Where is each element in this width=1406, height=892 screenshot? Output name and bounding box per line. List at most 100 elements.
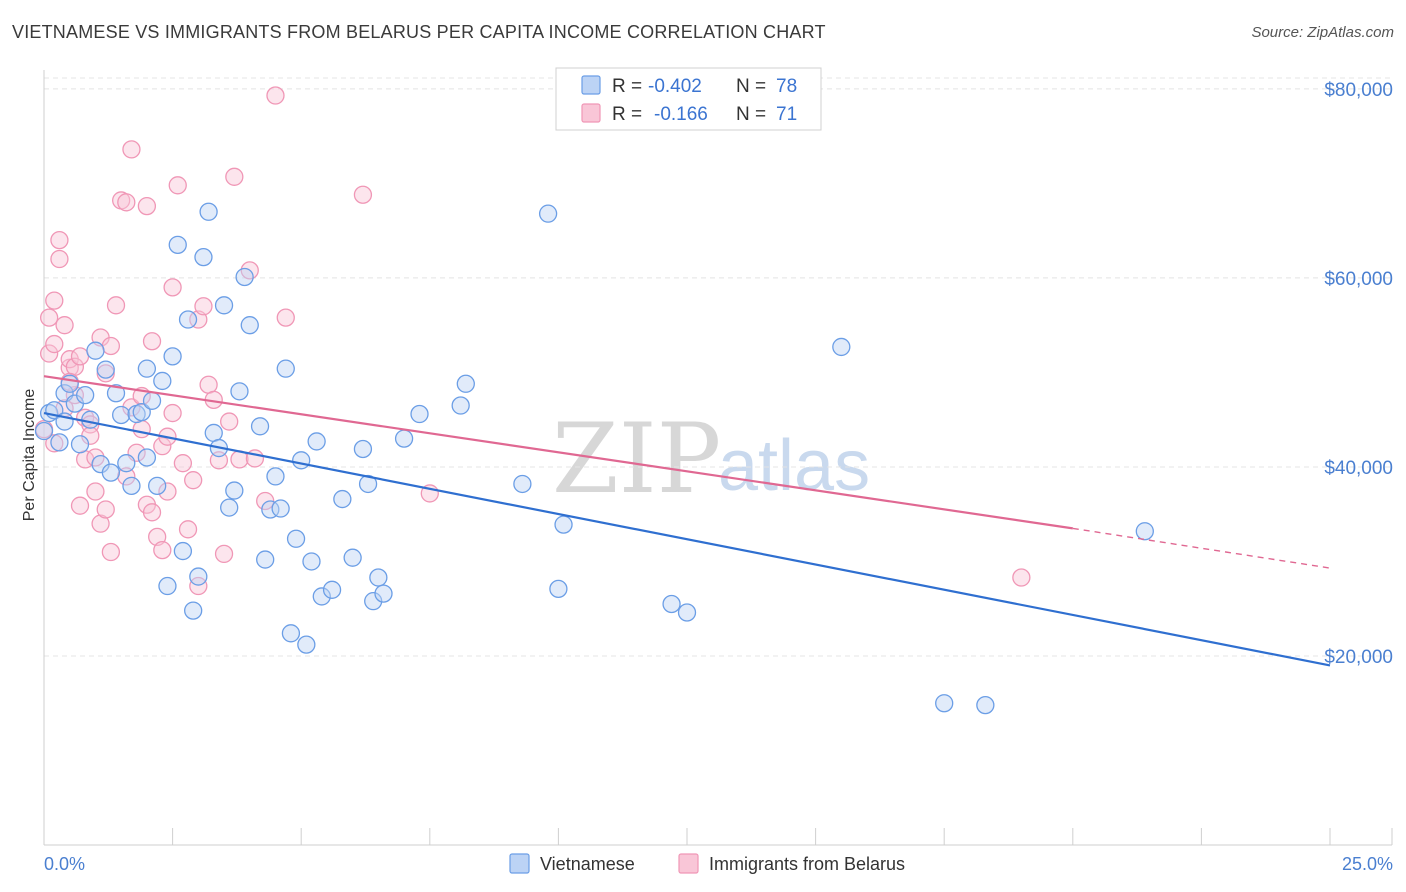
data-point xyxy=(50,230,69,250)
data-point xyxy=(168,235,187,254)
chart-title: VIETNAMESE VS IMMIGRANTS FROM BELARUS PE… xyxy=(12,22,826,42)
bottom-legend-swatch-vietnamese xyxy=(509,853,530,874)
data-point xyxy=(276,359,295,378)
data-point xyxy=(1135,522,1154,541)
data-point xyxy=(677,603,697,622)
data-point xyxy=(220,412,239,431)
data-point xyxy=(81,410,100,429)
legend-swatch-blue xyxy=(581,75,601,95)
data-point xyxy=(148,476,167,496)
data-point xyxy=(230,382,249,401)
bottom-legend-swatch-belarus xyxy=(678,853,699,874)
data-point xyxy=(204,423,223,443)
watermark-zip: ZIP xyxy=(552,403,721,515)
legend-n-label-blue: N = xyxy=(736,76,766,97)
data-point xyxy=(153,437,172,456)
data-point xyxy=(137,448,157,467)
data-point xyxy=(142,503,162,522)
y-axis-label: Per Capita Income xyxy=(21,389,38,522)
data-point xyxy=(194,247,213,267)
data-point xyxy=(112,405,131,425)
data-point xyxy=(163,278,182,297)
data-point xyxy=(60,374,79,393)
data-point xyxy=(292,451,311,470)
data-point xyxy=(91,514,110,533)
data-point xyxy=(158,482,177,501)
legend-r-label-pink: R = xyxy=(612,104,642,125)
series-legend: Vietnamese Immigrants from Belarus xyxy=(509,853,905,874)
data-point xyxy=(189,567,208,586)
data-point xyxy=(976,695,995,715)
data-point xyxy=(549,579,568,599)
data-point xyxy=(45,291,64,310)
data-point xyxy=(266,86,285,105)
data-point xyxy=(70,435,90,454)
data-point xyxy=(153,540,172,560)
data-point xyxy=(214,296,234,315)
data-point xyxy=(353,439,373,459)
data-point xyxy=(137,196,157,216)
data-point xyxy=(369,568,388,587)
data-point xyxy=(55,316,74,335)
trend-line-belarus xyxy=(43,375,1073,530)
data-point xyxy=(322,580,342,599)
stats-legend: R = -0.402 N = 78 R = -0.166 N = 71 xyxy=(555,67,822,131)
data-point xyxy=(142,332,162,351)
data-point xyxy=(538,204,558,223)
data-point xyxy=(343,548,362,567)
trend-lines xyxy=(43,375,1331,667)
data-point xyxy=(194,297,213,316)
chart-source: Source: ZipAtlas.com xyxy=(1251,24,1394,41)
data-point xyxy=(178,310,198,329)
x-tick-labels: 0.0% 25.0% xyxy=(44,854,1393,874)
data-point xyxy=(122,140,141,159)
bottom-legend-label-vietnamese: Vietnamese xyxy=(540,854,635,874)
grid xyxy=(44,77,1392,657)
data-point xyxy=(225,481,244,500)
data-point xyxy=(286,529,306,548)
data-point xyxy=(333,489,352,509)
data-point xyxy=(302,552,321,571)
data-point xyxy=(281,624,301,643)
data-point xyxy=(163,403,182,423)
data-point xyxy=(106,296,126,315)
trend-line-vietnamese xyxy=(43,411,1331,667)
data-point xyxy=(276,308,295,327)
data-point xyxy=(106,384,126,403)
data-point xyxy=(189,576,208,596)
data-point xyxy=(137,359,157,378)
data-point xyxy=(101,463,121,482)
data-point xyxy=(153,371,172,391)
data-point xyxy=(142,391,162,410)
data-point xyxy=(132,419,151,439)
data-point xyxy=(178,520,198,539)
data-point xyxy=(117,454,136,473)
axes xyxy=(43,70,1392,846)
data-point xyxy=(410,404,429,424)
series-immigrants-from-belarus xyxy=(34,86,1031,596)
data-point xyxy=(101,542,121,562)
data-point xyxy=(96,500,115,519)
data-point xyxy=(513,474,532,494)
trend-line-belarus-extension xyxy=(1072,527,1331,569)
data-point xyxy=(256,550,275,569)
data-point xyxy=(173,454,193,473)
data-point xyxy=(199,375,218,394)
legend-n-label-pink: N = xyxy=(736,104,766,125)
x-tick-label-min: 0.0% xyxy=(44,854,85,874)
data-point xyxy=(250,417,270,436)
data-point xyxy=(34,421,54,441)
bottom-legend-label-belarus: Immigrants from Belarus xyxy=(709,854,905,874)
data-point xyxy=(235,267,254,287)
y-tick-label: $60,000 xyxy=(1324,269,1393,290)
y-tick-labels: $20,000 $40,000 $60,000 $80,000 xyxy=(1324,80,1393,668)
x-ticks xyxy=(43,828,1393,845)
data-point xyxy=(266,467,285,486)
data-point xyxy=(122,476,141,496)
data-point xyxy=(70,347,90,366)
data-point xyxy=(832,337,851,357)
data-point xyxy=(554,515,573,534)
data-point xyxy=(184,601,203,620)
data-point xyxy=(353,185,373,204)
